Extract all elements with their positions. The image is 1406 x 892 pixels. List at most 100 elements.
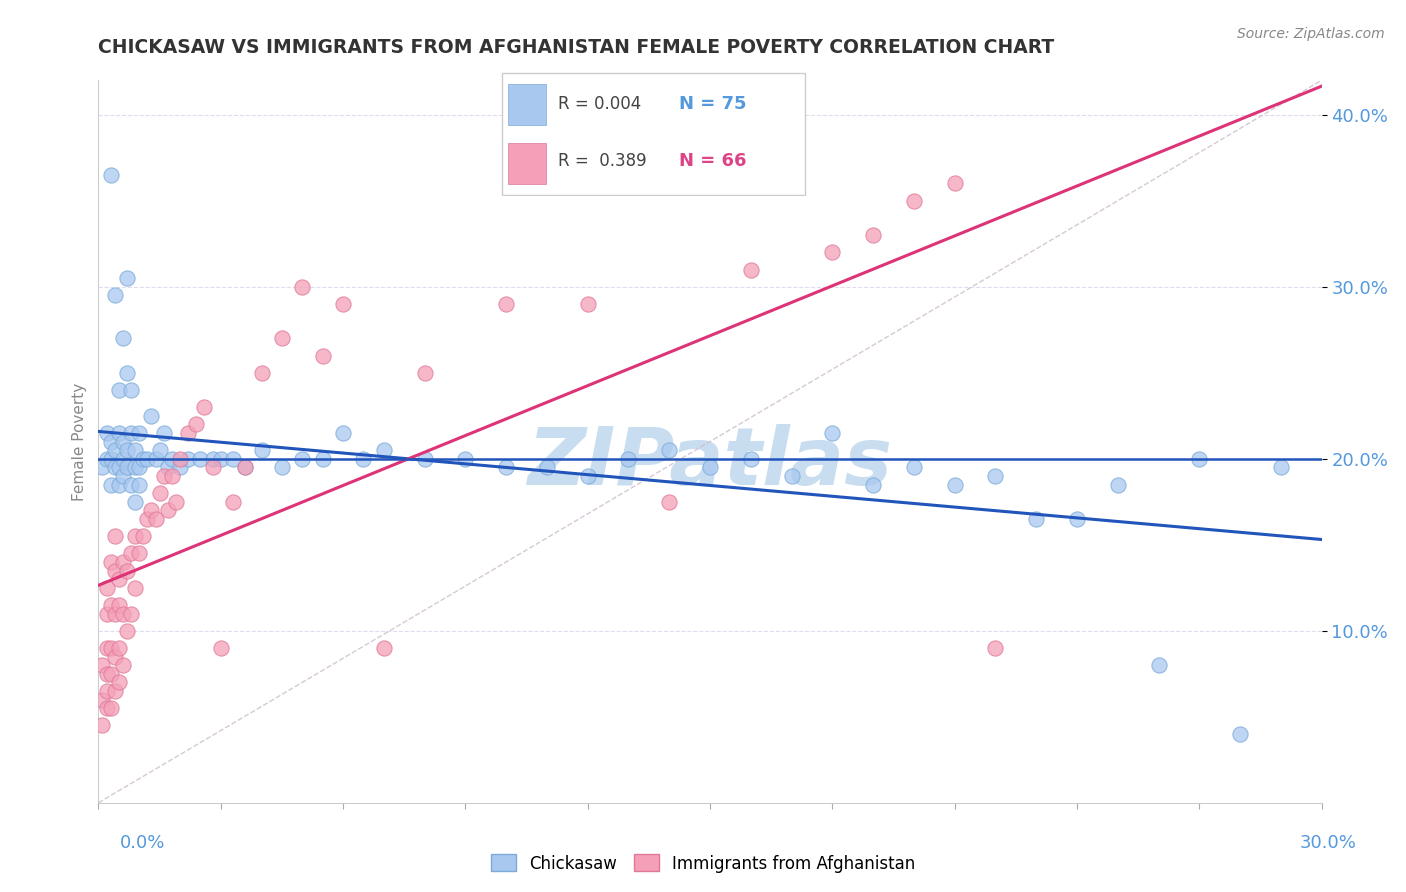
Point xyxy=(124,529,146,543)
Point xyxy=(1147,658,1170,673)
Point xyxy=(495,460,517,475)
Point xyxy=(91,460,114,475)
Point xyxy=(111,555,134,569)
Point xyxy=(104,529,127,543)
Point xyxy=(145,451,167,466)
Point xyxy=(115,366,138,380)
Point xyxy=(209,640,232,655)
Point xyxy=(108,460,131,475)
Point xyxy=(104,684,127,698)
Point xyxy=(201,451,224,466)
Point xyxy=(177,451,200,466)
Point xyxy=(233,460,256,475)
Point xyxy=(413,366,436,380)
Point xyxy=(124,460,146,475)
FancyBboxPatch shape xyxy=(509,84,546,125)
Point xyxy=(120,425,142,440)
Point xyxy=(128,460,150,475)
Point xyxy=(821,425,844,440)
Point xyxy=(124,443,146,458)
Text: CHICKASAW VS IMMIGRANTS FROM AFGHANISTAN FEMALE POVERTY CORRELATION CHART: CHICKASAW VS IMMIGRANTS FROM AFGHANISTAN… xyxy=(98,37,1054,56)
Point xyxy=(160,469,183,483)
Point xyxy=(149,486,172,500)
Point xyxy=(1107,477,1129,491)
Point xyxy=(780,469,803,483)
Point xyxy=(495,297,517,311)
Point xyxy=(740,262,762,277)
Point xyxy=(740,451,762,466)
Point xyxy=(152,469,174,483)
Point xyxy=(209,451,232,466)
Point xyxy=(100,555,122,569)
Point xyxy=(96,666,118,681)
Point xyxy=(152,425,174,440)
Point xyxy=(108,383,131,397)
Point xyxy=(120,546,142,560)
Point xyxy=(658,443,681,458)
Point xyxy=(332,297,354,311)
Y-axis label: Female Poverty: Female Poverty xyxy=(72,383,87,500)
Point xyxy=(1188,451,1211,466)
Point xyxy=(100,477,122,491)
Point xyxy=(352,451,374,466)
Point xyxy=(96,607,118,621)
Point xyxy=(100,666,122,681)
Point xyxy=(120,607,142,621)
Point xyxy=(156,460,179,475)
Point xyxy=(862,477,884,491)
Point xyxy=(96,701,118,715)
Point xyxy=(149,443,172,458)
Point xyxy=(108,477,131,491)
Point xyxy=(100,701,122,715)
Point xyxy=(1025,512,1047,526)
Point xyxy=(454,451,477,466)
Point xyxy=(862,228,884,243)
Point xyxy=(115,443,138,458)
Point xyxy=(903,460,925,475)
Point xyxy=(1229,727,1251,741)
Point xyxy=(312,349,335,363)
Point xyxy=(291,279,314,293)
Point xyxy=(943,177,966,191)
Point xyxy=(658,494,681,508)
Point xyxy=(291,451,314,466)
Point xyxy=(186,417,208,432)
Point xyxy=(576,297,599,311)
Point xyxy=(141,409,163,423)
Point xyxy=(104,460,127,475)
Point xyxy=(115,564,138,578)
Point xyxy=(100,640,122,655)
Point xyxy=(115,624,138,638)
Point xyxy=(903,194,925,208)
FancyBboxPatch shape xyxy=(509,143,546,184)
Point xyxy=(111,658,134,673)
Point xyxy=(91,692,114,706)
Point xyxy=(96,684,118,698)
Text: R = 0.004: R = 0.004 xyxy=(558,95,641,113)
Point xyxy=(141,503,163,517)
Point xyxy=(222,451,245,466)
Point xyxy=(250,366,273,380)
Point xyxy=(108,598,131,612)
Point xyxy=(332,425,354,440)
Point xyxy=(233,460,256,475)
Point xyxy=(111,451,134,466)
Point xyxy=(984,469,1007,483)
Point xyxy=(111,434,134,449)
Point xyxy=(115,460,138,475)
Point xyxy=(91,718,114,732)
Point xyxy=(120,477,142,491)
Point xyxy=(128,425,150,440)
FancyBboxPatch shape xyxy=(502,72,806,195)
Point xyxy=(128,477,150,491)
Point xyxy=(617,451,640,466)
Point xyxy=(120,383,142,397)
Text: 30.0%: 30.0% xyxy=(1301,834,1357,852)
Point xyxy=(96,581,118,595)
Point xyxy=(222,494,245,508)
Point xyxy=(1066,512,1088,526)
Point xyxy=(132,529,155,543)
Point xyxy=(111,607,134,621)
Point xyxy=(100,434,122,449)
Point xyxy=(160,451,183,466)
